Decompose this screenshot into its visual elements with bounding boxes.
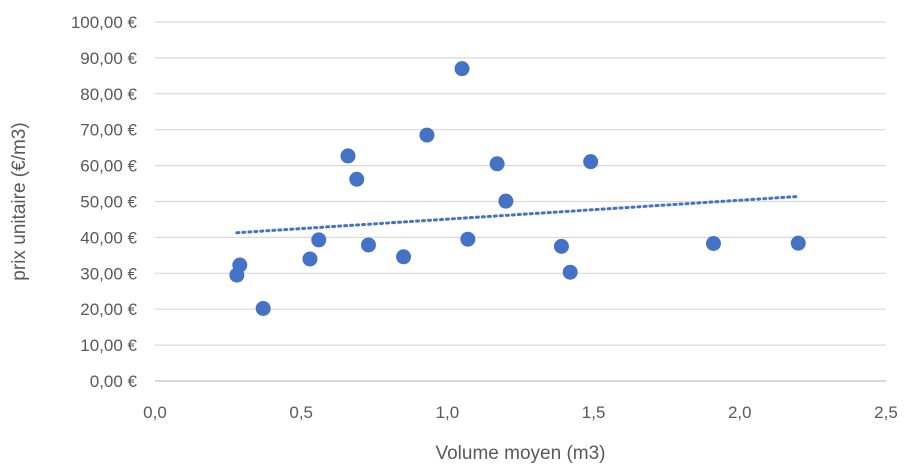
y-tick-label: 100,00 € <box>71 13 138 32</box>
data-point <box>562 264 578 280</box>
data-point <box>454 61 470 77</box>
data-point <box>396 249 412 265</box>
data-point <box>232 257 248 273</box>
data-point <box>302 251 318 267</box>
x-tick-label: 1,5 <box>582 403 606 422</box>
x-tick-label: 0,5 <box>289 403 313 422</box>
trendline <box>235 194 800 235</box>
data-point <box>489 156 505 172</box>
x-tick-label: 1,0 <box>436 403 460 422</box>
y-tick-label: 0,00 € <box>90 372 138 391</box>
data-point <box>705 236 721 252</box>
data-point <box>790 235 806 251</box>
y-tick-label: 30,00 € <box>80 264 137 283</box>
data-point <box>460 231 476 247</box>
data-point <box>255 300 271 316</box>
y-tick-label: 40,00 € <box>80 228 137 247</box>
x-tick-label: 2,0 <box>728 403 752 422</box>
trendline-group <box>235 194 800 235</box>
data-points <box>229 61 806 316</box>
y-tick-label: 10,00 € <box>80 336 137 355</box>
data-point <box>553 238 569 254</box>
x-axis-ticks: 0,0 0,5 1,0 1,5 2,0 2,5 <box>143 403 898 422</box>
data-point <box>419 127 435 143</box>
y-tick-label: 90,00 € <box>80 49 137 68</box>
y-axis-ticks: 0,00 € 10,00 € 20,00 € 30,00 € 40,00 € 50,00 … <box>71 13 138 391</box>
x-tick-label: 2,5 <box>874 403 898 422</box>
data-point <box>311 232 327 248</box>
data-point <box>583 154 599 170</box>
y-tick-label: 80,00 € <box>80 85 137 104</box>
data-point <box>498 193 514 209</box>
data-point <box>349 171 365 187</box>
y-tick-label: 50,00 € <box>80 193 137 212</box>
x-tick-label: 0,0 <box>143 403 167 422</box>
y-tick-label: 70,00 € <box>80 121 137 140</box>
data-point <box>360 237 376 253</box>
gridlines <box>155 21 886 346</box>
data-point <box>340 148 356 164</box>
y-tick-label: 60,00 € <box>80 157 137 176</box>
y-axis-title: prix unitaire (€/m3) <box>9 122 30 280</box>
y-tick-label: 20,00 € <box>80 300 137 319</box>
x-axis-title: Volume moyen (m3) <box>435 443 605 464</box>
